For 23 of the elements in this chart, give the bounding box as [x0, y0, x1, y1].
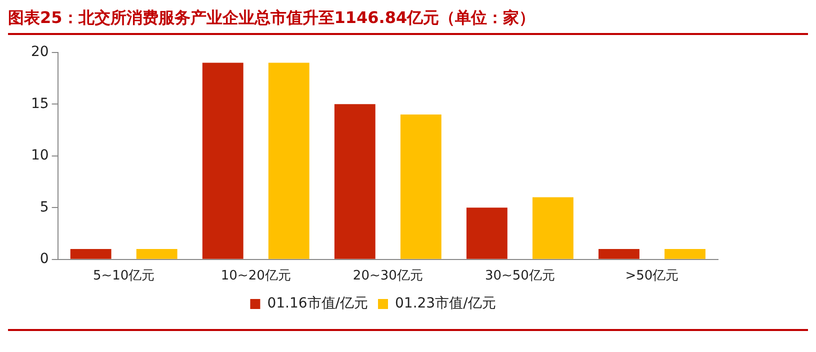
- bar: [664, 249, 706, 259]
- bar: [466, 208, 508, 259]
- chart-title: 图表25：北交所消费服务产业企业总市值升至1146.84亿元（单位：家）: [8, 8, 808, 35]
- y-tick-label: 5: [40, 199, 49, 216]
- legend-label: 01.16市值/亿元: [267, 296, 368, 312]
- y-tick-label: 0: [40, 251, 49, 268]
- y-tick-label: 20: [30, 44, 49, 60]
- bar: [202, 62, 244, 259]
- bar: [268, 62, 310, 259]
- legend-label: 01.23市值/亿元: [395, 296, 496, 312]
- bar: [400, 114, 442, 259]
- x-tick-label: 20~30亿元: [352, 268, 423, 284]
- bar: [532, 197, 574, 259]
- bar: [70, 249, 112, 259]
- bar: [334, 104, 376, 259]
- y-tick-label: 10: [30, 148, 49, 164]
- x-tick-label: 5~10亿元: [92, 268, 155, 284]
- y-tick-label: 15: [30, 96, 49, 112]
- bar: [598, 249, 640, 259]
- bar: [136, 249, 178, 259]
- x-tick-label: 10~20亿元: [220, 268, 291, 284]
- x-tick-label: 30~50亿元: [484, 268, 555, 284]
- x-tick-label: >50亿元: [625, 268, 679, 284]
